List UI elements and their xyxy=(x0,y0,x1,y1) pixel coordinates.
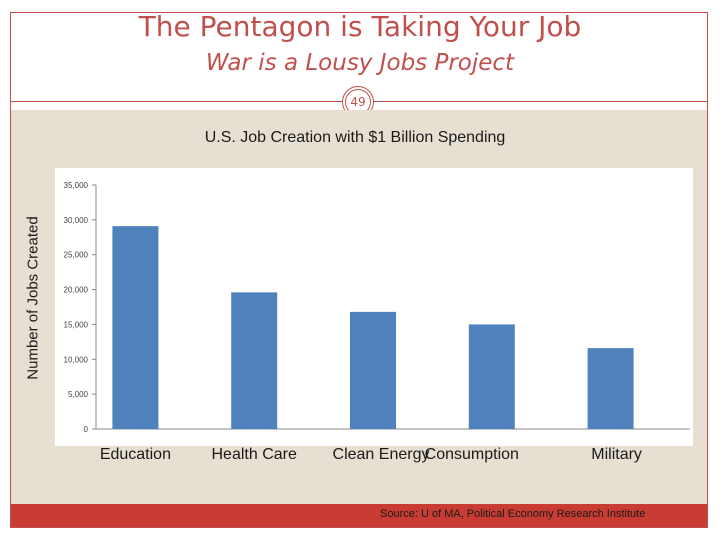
x-category-label: Health Care xyxy=(212,446,297,463)
bar-education xyxy=(112,226,159,429)
y-tick-label: 30,000 xyxy=(64,216,89,225)
slide-subtitle: War is a Lousy Jobs Project xyxy=(205,50,515,76)
chart-title: U.S. Job Creation with $1 Billion Spendi… xyxy=(204,129,506,146)
slide-title: The Pentagon is Taking Your Job xyxy=(138,10,582,43)
y-tick-label: 0 xyxy=(84,425,89,434)
x-category-label: Clean Energy xyxy=(333,446,430,463)
bar-health-care xyxy=(231,292,278,429)
y-tick-label: 10,000 xyxy=(64,355,89,364)
y-tick-label: 35,000 xyxy=(64,181,89,190)
source-citation: Source: U of MA, Political Economy Resea… xyxy=(380,508,646,520)
x-category-label: Military xyxy=(591,446,642,463)
y-tick-label: 25,000 xyxy=(64,251,89,260)
y-tick-label: 5,000 xyxy=(68,390,89,399)
y-tick-label: 20,000 xyxy=(64,286,89,295)
bar-clean-energy xyxy=(350,311,396,429)
bar-military xyxy=(587,348,634,429)
y-tick-label: 15,000 xyxy=(64,320,89,329)
x-category-label: Education xyxy=(100,446,171,463)
x-category-label: Consumption xyxy=(425,446,519,463)
bar-consumption xyxy=(468,324,515,429)
footer-bar xyxy=(11,504,707,527)
